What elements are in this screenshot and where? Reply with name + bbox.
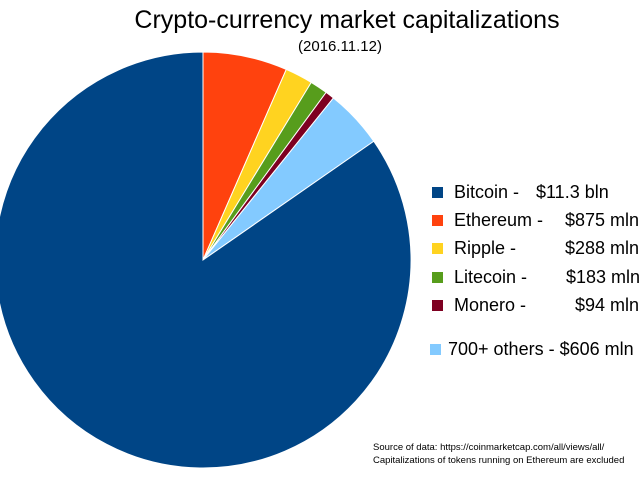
legend-swatch — [430, 344, 441, 355]
legend-label: Ethereum - — [454, 210, 544, 230]
legend-swatch — [432, 272, 443, 283]
legend-label: Ripple - — [454, 238, 517, 258]
legend-label: Monero - — [454, 295, 527, 315]
legend-value: $11.3 bln — [536, 182, 609, 202]
pie-slice-bitcoin — [0, 51, 412, 469]
chart-title: Crypto-currency market capitalizations — [134, 6, 560, 34]
legend-swatch — [432, 243, 443, 254]
source-note: Source of data: https://coinmarketcap.co… — [373, 442, 605, 453]
legend-value: $875 mln — [565, 210, 640, 230]
legend-value: $183 mln — [566, 267, 640, 287]
chart-subtitle: (2016.11.12) — [298, 38, 382, 55]
exclusion-note: Capitalizations of tokens running on Eth… — [373, 455, 625, 466]
legend-swatch — [432, 215, 443, 226]
legend-label: Litecoin - — [454, 267, 528, 287]
legend-label: Bitcoin - — [454, 182, 520, 202]
legend-value: $94 mln — [575, 295, 640, 315]
legend-label: 700+ others - $606 mln — [448, 339, 634, 359]
legend-swatch — [432, 187, 443, 198]
legend-swatch — [432, 300, 443, 311]
legend-value: $288 mln — [565, 238, 640, 258]
